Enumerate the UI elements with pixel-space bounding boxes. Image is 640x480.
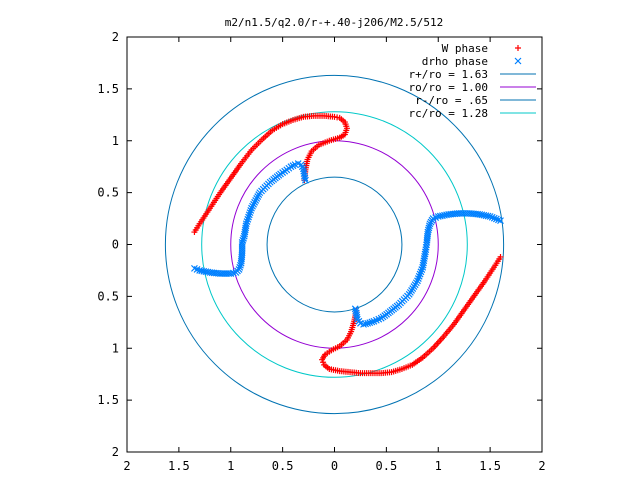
x-tick-label: 0.5 [376,459,398,473]
drho-phase-point [254,193,262,200]
legend-label: rc/ro = 1.28 [409,107,488,120]
drho-phase-point [351,305,359,313]
drho-phase-point [492,215,500,223]
drho-phase-point [419,263,427,271]
drho-phase-point [245,211,253,219]
drho-phase-point [436,212,444,220]
drho-phase-point [301,174,309,182]
x-tick-label: 1 [227,459,234,473]
y-tick-label: 0.5 [97,186,119,200]
drho-phase-point [490,214,498,222]
drho-phase-point [488,213,496,221]
legend-label: ro/ro = 1.00 [409,81,488,94]
y-tick-label: 1.5 [97,82,119,96]
circle-r-1 [230,140,439,349]
x-tick-label: 0 [331,459,338,473]
drho-phase-point [289,162,297,170]
drho-phase-point [238,239,246,246]
drho-phase-point [497,217,504,225]
drho-phase-point [426,220,434,228]
drho-phase-point [370,317,378,325]
drho-phase-point [352,309,360,317]
y-tick-label: 0 [112,238,119,252]
drho-phase-point [253,195,261,202]
drho-phase-point [364,319,372,327]
y-tick-label: 2 [112,445,119,459]
drho-phase-point [245,213,252,221]
plot-marks [164,74,505,415]
y-tick-label: 2 [112,30,119,44]
drho-phase-point [229,269,237,277]
drho-phase-point [495,216,502,224]
x-tick-label: 1 [435,459,442,473]
drho-phase-point [298,163,306,171]
x-tick-label: 0.5 [272,459,294,473]
drho-phase-point [246,209,254,217]
drho-phase-point [302,176,309,184]
x-tick-label: 1.5 [479,459,501,473]
chart-title: m2/n1.5/q2.0/r-+.40-j206/M2.5/512 [225,16,444,29]
drho-phase-point [236,263,244,271]
y-tick-label: 1 [112,341,119,355]
legend-label: r+/ro = 1.63 [409,68,488,81]
drho-phase-point [300,172,308,180]
drho-phase-point [416,270,424,278]
drho-phase-point [414,275,422,282]
drho-phase-point [426,222,433,230]
circle-r-0_65 [266,176,403,313]
drho-phase-point [250,200,257,208]
x-tick-label: 1.5 [168,459,190,473]
drho-phase-point [243,218,251,225]
drho-phase-point [227,270,235,277]
circle-r-1_28 [201,111,468,378]
drho-phase-point [248,204,255,212]
drho-phase-point [418,266,426,273]
drho-phase-series [191,160,504,328]
y-tick-label: 0.5 [97,289,119,303]
legend-plus-marker [515,45,521,51]
y-tick-label: 1 [112,134,119,148]
legend-label: r-/ro = .65 [415,94,488,107]
drho-phase-point [252,196,260,204]
drho-phase-point [242,220,250,228]
drho-phase-point [368,318,376,326]
drho-phase-point [251,198,259,206]
drho-phase-point [417,268,425,276]
drho-phase-point [366,319,374,327]
drho-phase-point [425,224,433,232]
legend-x-marker [514,57,522,65]
y-tick-label: 1.5 [97,393,119,407]
circle-r-1_63 [164,74,505,415]
drho-phase-point [240,234,247,242]
drho-phase-point [247,206,255,214]
drho-phase-point [249,202,256,210]
x-tick-label: 2 [123,459,130,473]
drho-phase-point [287,163,295,171]
x-tick-label: 2 [538,459,545,473]
drho-phase-point [352,307,360,315]
drho-phase-point [244,215,252,223]
drho-phase-point [235,265,243,273]
drho-phase-point [255,191,263,198]
legend-label: W phase [442,42,488,55]
legend-label: drho phase [422,55,488,68]
drho-phase-point [415,272,423,280]
w-phase-series [191,112,504,377]
drho-phase-point [239,236,247,244]
drho-phase-point [297,161,305,169]
axis-ticks: 2 1.5 1 0.5 0 0.5 1 1.5 221.510.500.511.52 [97,30,545,473]
